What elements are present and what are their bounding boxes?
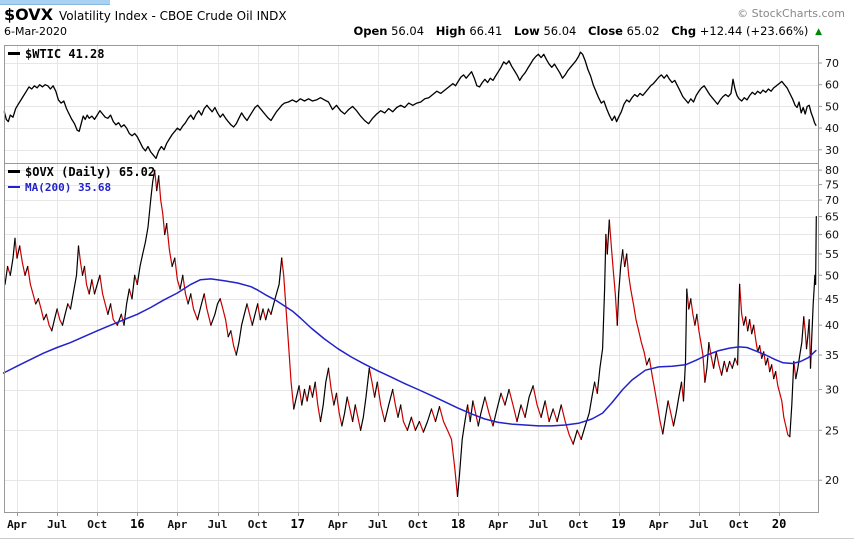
wtic-legend: $WTIC 41.28 <box>8 47 104 61</box>
chg-group: Chg +12.44 (+23.66%) <box>671 24 808 38</box>
text-selection-highlight <box>0 0 110 5</box>
x-month-label: Jul <box>47 518 67 531</box>
x-month-label: Jul <box>689 518 709 531</box>
ovx-legend-label: $OVX (Daily) 65.02 <box>25 165 156 179</box>
stockcharts-copyright: © StockCharts.com <box>737 7 845 20</box>
ovx-line-swatch-icon <box>8 170 20 173</box>
y-tick-label: 30 <box>825 384 839 397</box>
x-month-label: Jul <box>368 518 388 531</box>
x-month-label: Oct <box>248 518 268 531</box>
chg-value: +12.44 (+23.66%) <box>699 24 809 38</box>
open-value: 56.04 <box>391 24 425 38</box>
high-label: High <box>435 24 466 38</box>
y-tick-label: 50 <box>825 269 839 282</box>
y-tick-label: 55 <box>825 248 839 261</box>
wtic-line-swatch-icon <box>8 52 20 55</box>
chart-header: $OVX Volatility Index - CBOE Crude Oil IN… <box>4 5 287 24</box>
y-tick-label: 70 <box>825 57 839 70</box>
ovx-panel-border <box>4 163 819 513</box>
x-month-label: Apr <box>7 518 27 531</box>
low-group: Low 56.04 <box>514 24 576 38</box>
y-tick-label: 40 <box>825 319 839 332</box>
y-tick-label: 35 <box>825 349 839 362</box>
x-year-label: 19 <box>611 517 625 531</box>
open-group: Open 56.04 <box>353 24 424 38</box>
x-year-label: 20 <box>772 517 786 531</box>
high-value: 66.41 <box>469 24 503 38</box>
y-tick-label: 65 <box>825 211 839 224</box>
y-tick-label: 80 <box>825 164 839 177</box>
y-tick-label: 25 <box>825 424 839 437</box>
ovx-legend-row: $OVX (Daily) 65.02 <box>8 165 155 180</box>
symbol-label: $OVX <box>4 5 54 24</box>
close-label: Close <box>588 24 623 38</box>
x-month-label: Apr <box>649 518 669 531</box>
chg-label: Chg <box>671 24 697 38</box>
ma-legend-label: MA(200) 35.68 <box>25 181 112 194</box>
y-tick-label: 30 <box>825 144 839 157</box>
y-tick-label: 60 <box>825 79 839 92</box>
x-month-label: Apr <box>328 518 348 531</box>
x-month-label: Oct <box>408 518 428 531</box>
y-tick-label: 20 <box>825 474 839 487</box>
quote-date: 6-Mar-2020 <box>4 25 67 38</box>
chart-title: Volatility Index - CBOE Crude Oil INDX <box>59 9 287 23</box>
close-group: Close 65.02 <box>588 24 660 38</box>
ovx-up-segments <box>4 169 817 497</box>
open-label: Open <box>353 24 388 38</box>
x-month-label: Jul <box>528 518 548 531</box>
x-month-label: Oct <box>729 518 749 531</box>
ma-line-swatch-icon <box>8 186 20 188</box>
ovx-legend: $OVX (Daily) 65.02 MA(200) 35.68 <box>8 165 155 195</box>
y-tick-label: 50 <box>825 100 839 113</box>
y-tick-label: 70 <box>825 194 839 207</box>
x-month-label: Oct <box>569 518 589 531</box>
low-label: Low <box>513 24 540 38</box>
high-group: High 66.41 <box>436 24 503 38</box>
x-year-label: 18 <box>451 517 465 531</box>
y-tick-label: 60 <box>825 228 839 241</box>
low-value: 56.04 <box>543 24 577 38</box>
x-month-label: Apr <box>168 518 188 531</box>
ohlc-row: Open 56.04 High 66.41 Low 56.04 Close 65… <box>345 24 822 38</box>
wtic-legend-label: $WTIC 41.28 <box>25 47 105 61</box>
up-arrow-icon: ▲ <box>815 27 822 37</box>
x-month-label: Oct <box>87 518 107 531</box>
ma-legend-row: MA(200) 35.68 <box>8 180 155 195</box>
y-tick-label: 75 <box>825 179 839 192</box>
ovx-down-segments <box>7 169 817 497</box>
y-tick-label: 40 <box>825 122 839 135</box>
y-tick-label: 45 <box>825 293 839 306</box>
close-value: 65.02 <box>626 24 660 38</box>
x-year-label: 17 <box>291 517 305 531</box>
wtic-line <box>3 51 817 160</box>
ma200-line <box>2 278 817 427</box>
x-month-label: Apr <box>488 518 508 531</box>
x-month-label: Jul <box>208 518 228 531</box>
x-year-label: 16 <box>130 517 144 531</box>
